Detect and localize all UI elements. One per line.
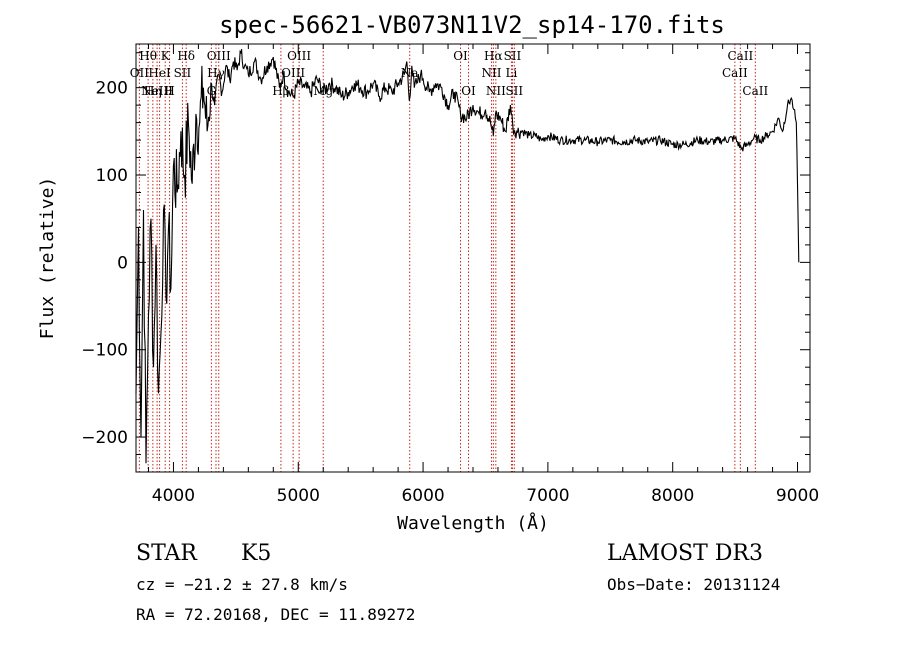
redshift-cz: cz = −21.2 ± 27.8 km/s bbox=[136, 575, 348, 594]
obs-date: Obs−Date: 20131124 bbox=[607, 575, 780, 594]
survey-name: LAMOST DR3 bbox=[607, 541, 763, 566]
x-tick-label-0: 4000 bbox=[152, 486, 195, 506]
x-axis-label: Wavelength (Å) bbox=[397, 512, 549, 534]
x-tick-label-1: 5000 bbox=[277, 486, 320, 506]
x-tick-label-3: 7000 bbox=[526, 486, 569, 506]
line-label-11: OIII bbox=[207, 49, 231, 63]
line-label-18: OI bbox=[461, 84, 476, 98]
line-label-14: OIII bbox=[287, 49, 311, 63]
line-label-13: OIII bbox=[281, 66, 305, 80]
y-axis-label: Flux (relative) bbox=[37, 177, 58, 340]
line-label-0: OII bbox=[130, 66, 150, 80]
y-tick-label-2: 0 bbox=[117, 253, 128, 273]
y-axis-ticks: −200 −100 0 100 200 bbox=[81, 52, 810, 456]
x-axis-ticks: 4000 5000 6000 7000 8000 9000 bbox=[147, 44, 819, 506]
spectrum-series-line bbox=[135, 48, 800, 464]
line-label-1: Hθ bbox=[139, 49, 157, 63]
y-tick-label-3: 100 bbox=[96, 166, 128, 186]
line-label-5: K bbox=[161, 49, 171, 63]
chart-title: spec-56621-VB073N11V2_sp14-170.fits bbox=[219, 11, 725, 39]
line-label-24: SII bbox=[505, 84, 523, 98]
line-label-22: Li bbox=[506, 66, 518, 80]
y-tick-label-0: −200 bbox=[81, 428, 128, 448]
line-label-21: NII bbox=[486, 84, 506, 98]
y-tick-label-4: 200 bbox=[96, 79, 128, 99]
spectral-line-markers bbox=[138, 44, 756, 472]
object-class: STAR bbox=[136, 541, 198, 566]
line-label-6: H bbox=[164, 84, 174, 98]
object-subclass: K5 bbox=[241, 541, 271, 566]
line-label-25: CaII bbox=[722, 66, 748, 80]
line-label-17: OI bbox=[453, 49, 468, 63]
x-tick-label-2: 6000 bbox=[401, 486, 444, 506]
line-label-4: HeI bbox=[148, 66, 171, 80]
line-label-10: Hγ bbox=[207, 66, 225, 80]
x-tick-label-5: 9000 bbox=[776, 486, 819, 506]
spectral-line-labels: OIIHθHηNeIIIHeIKHSIIHδGHγOIIIHβOIIIOIIIM… bbox=[130, 49, 769, 98]
line-label-20: Hα bbox=[484, 49, 503, 63]
y-tick-label-1: −100 bbox=[81, 341, 128, 361]
line-label-8: Hδ bbox=[177, 49, 195, 63]
line-label-7: SII bbox=[174, 66, 192, 80]
line-label-27: CaII bbox=[742, 84, 768, 98]
ra-dec: RA = 72.20168, DEC = 11.89272 bbox=[136, 605, 415, 624]
line-label-9: G bbox=[207, 84, 217, 98]
line-label-26: CaII bbox=[727, 49, 753, 63]
line-label-2: Hη bbox=[144, 84, 162, 98]
x-tick-label-4: 8000 bbox=[651, 486, 694, 506]
line-label-19: NII bbox=[481, 66, 501, 80]
line-label-3: NeIII bbox=[141, 84, 173, 98]
line-label-23: SII bbox=[504, 49, 522, 63]
